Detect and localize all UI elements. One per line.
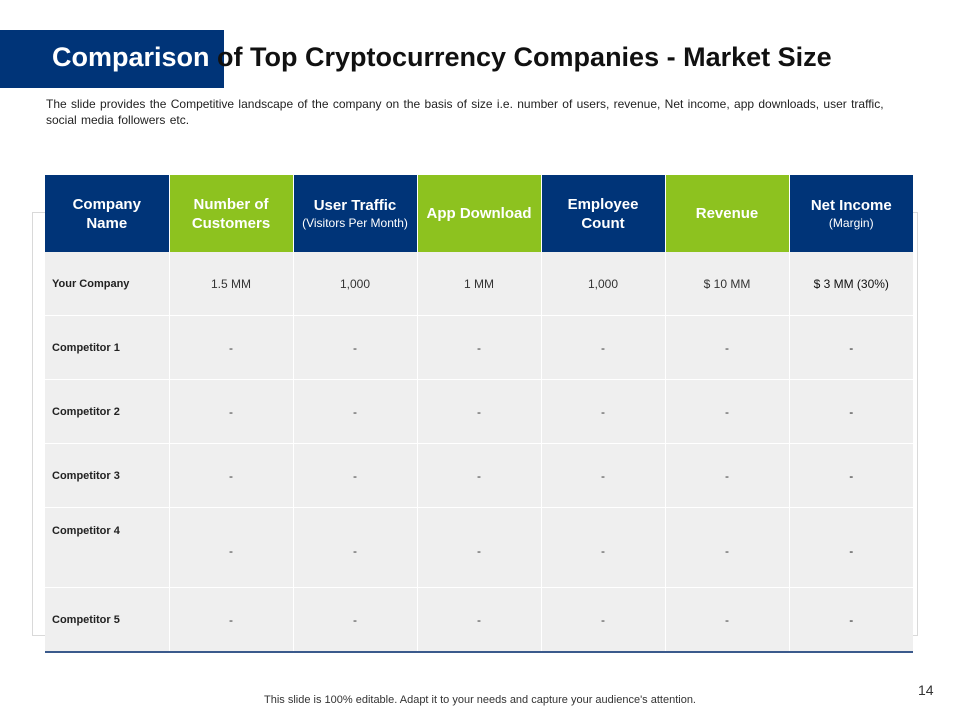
header-label: Revenue xyxy=(695,205,759,222)
slide-title: Comparison of Top Cryptocurrency Compani… xyxy=(52,42,832,73)
customers-cell: - xyxy=(169,443,294,508)
user-traffic-cell: 1,000 xyxy=(293,252,418,316)
header-revenue: Revenue xyxy=(665,175,790,252)
header-label: App Download xyxy=(426,205,532,222)
employee-count-cell: - xyxy=(541,315,666,380)
user-traffic-cell: - xyxy=(293,587,418,653)
header-user-traffic: User Traffic (Visitors Per Month) xyxy=(293,175,418,252)
header-sublabel: (Visitors Per Month) xyxy=(302,216,408,230)
employee-count-cell: - xyxy=(541,507,666,588)
company-name-cell: Competitor 3 xyxy=(45,443,170,508)
app-download-cell: - xyxy=(417,443,542,508)
title-highlight: Comparison xyxy=(52,42,210,72)
header-label: Net Income xyxy=(810,197,892,214)
header-number-of-customers: Number of Customers xyxy=(169,175,294,252)
net-income-cell: - xyxy=(789,587,913,653)
header-label: Number of Customers xyxy=(191,195,271,232)
company-name-cell: Competitor 2 xyxy=(45,379,170,444)
header-net-income: Net Income (Margin) xyxy=(789,175,913,252)
header-app-download: App Download xyxy=(417,175,542,252)
net-income-cell: - xyxy=(789,315,913,380)
company-name-cell: Your Company xyxy=(45,252,170,316)
net-income-cell: $ 3 MM (30%) xyxy=(789,252,913,316)
revenue-cell: - xyxy=(665,315,790,380)
title-rest: of Top Cryptocurrency Companies - Market… xyxy=(209,42,832,72)
app-download-cell: - xyxy=(417,587,542,653)
user-traffic-cell: - xyxy=(293,507,418,588)
customers-cell: 1.5 MM xyxy=(169,252,294,316)
revenue-cell: $ 10 MM xyxy=(665,252,790,316)
app-download-cell: - xyxy=(417,315,542,380)
footer-note: This slide is 100% editable. Adapt it to… xyxy=(264,694,696,706)
customers-cell: - xyxy=(169,587,294,653)
header-label: Employee Count xyxy=(567,195,639,232)
comparison-table: Company Name Number of Customers User Tr… xyxy=(45,175,913,653)
employee-count-cell: - xyxy=(541,587,666,653)
table-row-competitor-4: Competitor 4 - - - - - - xyxy=(45,507,913,588)
app-download-cell: - xyxy=(417,507,542,588)
header-row: Company Name Number of Customers User Tr… xyxy=(45,175,913,252)
app-download-cell: 1 MM xyxy=(417,252,542,316)
header-label: Company Name xyxy=(72,195,141,232)
net-income-cell: - xyxy=(789,443,913,508)
user-traffic-cell: - xyxy=(293,443,418,508)
company-name-cell: Competitor 5 xyxy=(45,587,170,653)
user-traffic-cell: - xyxy=(293,379,418,444)
user-traffic-cell: - xyxy=(293,315,418,380)
header-employee-count: Employee Count xyxy=(541,175,666,252)
slide-description: The slide provides the Competitive lands… xyxy=(46,97,884,127)
revenue-cell: - xyxy=(665,379,790,444)
employee-count-cell: 1,000 xyxy=(541,252,666,316)
customers-cell: - xyxy=(169,315,294,380)
revenue-cell: - xyxy=(665,443,790,508)
table-row-competitor-3: Competitor 3 - - - - - - xyxy=(45,443,913,508)
app-download-cell: - xyxy=(417,379,542,444)
header-company-name: Company Name xyxy=(45,175,170,252)
customers-cell: - xyxy=(169,379,294,444)
company-name-cell: Competitor 1 xyxy=(45,315,170,380)
header-label: User Traffic xyxy=(313,197,397,214)
table-row-your-company: Your Company 1.5 MM 1,000 1 MM 1,000 $ 1… xyxy=(45,252,913,316)
net-income-cell: - xyxy=(789,379,913,444)
page-number: 14 xyxy=(918,682,934,698)
table-row-competitor-1: Competitor 1 - - - - - - xyxy=(45,315,913,380)
table-row-competitor-2: Competitor 2 - - - - - - xyxy=(45,379,913,444)
employee-count-cell: - xyxy=(541,443,666,508)
header-sublabel: (Margin) xyxy=(828,216,874,230)
table-row-competitor-5: Competitor 5 - - - - - - xyxy=(45,587,913,653)
title-accent-bar xyxy=(0,30,224,88)
revenue-cell: - xyxy=(665,587,790,653)
revenue-cell: - xyxy=(665,507,790,588)
customers-cell: - xyxy=(169,507,294,588)
company-name-cell: Competitor 4 xyxy=(45,507,170,588)
net-income-cell: - xyxy=(789,507,913,588)
employee-count-cell: - xyxy=(541,379,666,444)
